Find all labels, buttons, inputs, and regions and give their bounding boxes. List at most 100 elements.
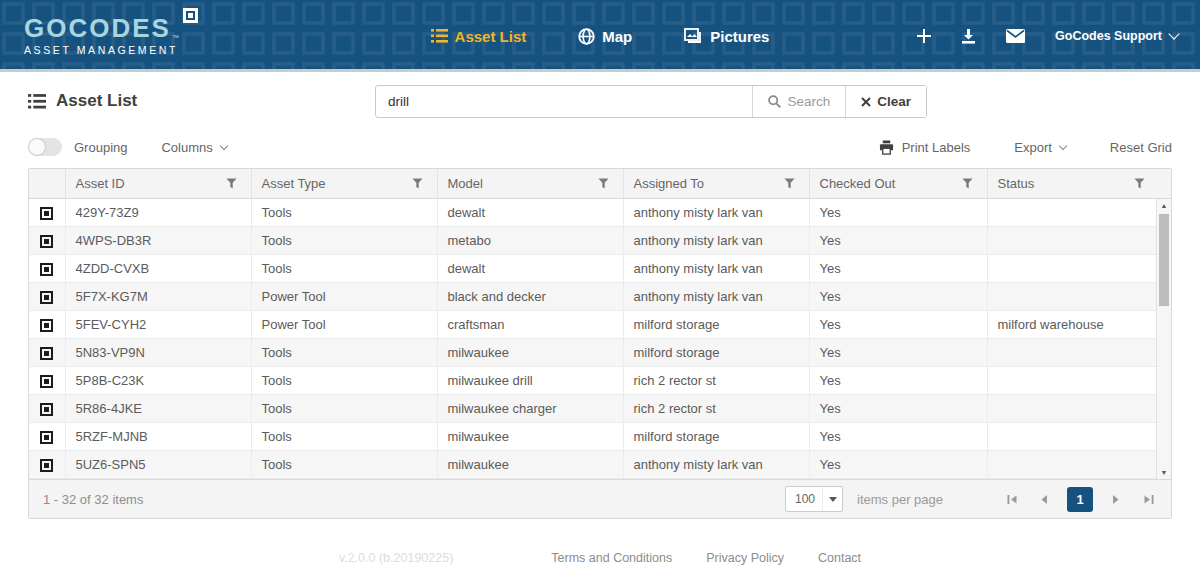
app-header: GOCODES ™ ASSET MANAGEMENT Asset List bbox=[0, 0, 1200, 72]
nav-label: Map bbox=[602, 28, 632, 45]
cell-asset-type: Tools bbox=[251, 451, 437, 479]
privacy-link[interactable]: Privacy Policy bbox=[706, 551, 784, 565]
qr-code-icon[interactable] bbox=[40, 263, 53, 276]
page-size-dropdown[interactable]: 100 bbox=[785, 486, 843, 512]
qr-code-icon[interactable] bbox=[40, 403, 53, 416]
header-assigned-to[interactable]: Assigned To bbox=[623, 169, 809, 198]
search-button-label: Search bbox=[787, 94, 830, 109]
filter-icon[interactable] bbox=[962, 178, 977, 189]
qr-code-icon[interactable] bbox=[40, 291, 53, 304]
cell-assigned-to: anthony misty lark van bbox=[623, 199, 809, 227]
first-page-button[interactable] bbox=[1003, 487, 1021, 511]
scroll-up-arrow[interactable]: ▲ bbox=[1157, 199, 1171, 212]
table-row[interactable]: 5P8B-C23KToolsmilwaukee drillrich 2 rect… bbox=[29, 367, 1171, 395]
cell-model: dewalt bbox=[437, 199, 623, 227]
cell-status bbox=[987, 199, 1171, 227]
qr-code-icon[interactable] bbox=[40, 347, 53, 360]
export-dropdown[interactable]: Export bbox=[1014, 140, 1066, 155]
chevron-down-icon bbox=[1168, 28, 1179, 39]
scroll-down-arrow[interactable]: ▼ bbox=[1157, 466, 1171, 479]
qr-code-icon[interactable] bbox=[40, 431, 53, 444]
table-row[interactable]: 5R86-4JKEToolsmilwaukee chargerrich 2 re… bbox=[29, 395, 1171, 423]
header-model[interactable]: Model bbox=[437, 169, 623, 198]
table-row[interactable]: 4ZDD-CVXBToolsdewaltanthony misty lark v… bbox=[29, 255, 1171, 283]
table-row[interactable]: 429Y-73Z9Toolsdewaltanthony misty lark v… bbox=[29, 199, 1171, 227]
cell-model: milwaukee bbox=[437, 451, 623, 479]
filter-icon[interactable] bbox=[226, 178, 241, 189]
table-row[interactable]: 5UZ6-SPN5Toolsmilwaukeeanthony misty lar… bbox=[29, 451, 1171, 479]
prev-page-button[interactable] bbox=[1035, 487, 1053, 511]
mail-icon[interactable] bbox=[1006, 29, 1025, 43]
cell-assigned-to: anthony misty lark van bbox=[623, 255, 809, 283]
grid-header: Asset ID Asset Type Model Assigned To Ch… bbox=[29, 169, 1171, 199]
qr-cell bbox=[29, 367, 65, 395]
cell-checked-out: Yes bbox=[809, 227, 987, 255]
search-button[interactable]: Search bbox=[752, 86, 845, 117]
filter-icon[interactable] bbox=[784, 178, 799, 189]
nav-asset-list[interactable]: Asset List bbox=[431, 28, 527, 45]
cell-asset-id: 5UZ6-SPN5 bbox=[65, 451, 251, 479]
qr-code-icon[interactable] bbox=[40, 235, 53, 248]
columns-dropdown[interactable]: Columns bbox=[161, 140, 226, 155]
version-label: v.2.0.0 (b.20190225) bbox=[339, 551, 453, 565]
filter-icon[interactable] bbox=[598, 178, 613, 189]
cell-assigned-to: milford storage bbox=[623, 423, 809, 451]
cell-model: craftsman bbox=[437, 311, 623, 339]
account-menu[interactable]: GoCodes Support bbox=[1055, 29, 1178, 43]
search-bar: Search Clear bbox=[375, 85, 927, 118]
header-status[interactable]: Status bbox=[987, 169, 1171, 198]
qr-cell bbox=[29, 423, 65, 451]
search-icon bbox=[768, 95, 781, 108]
cell-checked-out: Yes bbox=[809, 339, 987, 367]
table-row[interactable]: 5RZF-MJNBToolsmilwaukeemilford storageYe… bbox=[29, 423, 1171, 451]
cell-asset-type: Tools bbox=[251, 227, 437, 255]
header-asset-type[interactable]: Asset Type bbox=[251, 169, 437, 198]
cell-asset-type: Power Tool bbox=[251, 311, 437, 339]
scrollbar-thumb[interactable] bbox=[1159, 214, 1169, 306]
filter-icon[interactable] bbox=[412, 178, 427, 189]
items-per-page-label: items per page bbox=[857, 492, 943, 507]
table-row[interactable]: 5F7X-KG7MPower Toolblack and deckerantho… bbox=[29, 283, 1171, 311]
columns-label: Columns bbox=[161, 140, 212, 155]
nav-pictures[interactable]: Pictures bbox=[684, 28, 769, 45]
qr-cell bbox=[29, 199, 65, 227]
clear-button[interactable]: Clear bbox=[845, 86, 926, 117]
page-number-button[interactable]: 1 bbox=[1067, 487, 1093, 512]
qr-code-icon[interactable] bbox=[40, 459, 53, 472]
download-icon[interactable] bbox=[961, 29, 976, 44]
page-size-value: 100 bbox=[786, 492, 822, 506]
cell-asset-id: 5FEV-CYH2 bbox=[65, 311, 251, 339]
filter-icon[interactable] bbox=[1134, 178, 1161, 189]
qr-code-icon[interactable] bbox=[40, 319, 53, 332]
caret-down-icon bbox=[822, 487, 842, 511]
list-icon bbox=[28, 94, 46, 109]
header-asset-id[interactable]: Asset ID bbox=[65, 169, 251, 198]
nav-map[interactable]: Map bbox=[578, 28, 632, 45]
pager-summary: 1 - 32 of 32 items bbox=[43, 492, 143, 507]
print-labels-button[interactable]: Print Labels bbox=[879, 140, 971, 155]
add-asset-icon[interactable] bbox=[917, 29, 931, 43]
qr-code-icon[interactable] bbox=[40, 375, 53, 388]
nav-label: Pictures bbox=[710, 28, 769, 45]
reset-grid-button[interactable]: Reset Grid bbox=[1110, 140, 1172, 155]
column-label: Checked Out bbox=[820, 176, 896, 191]
table-row[interactable]: 5N83-VP9NToolsmilwaukeemilford storageYe… bbox=[29, 339, 1171, 367]
cell-assigned-to: rich 2 rector st bbox=[623, 395, 809, 423]
last-page-button[interactable] bbox=[1139, 487, 1157, 511]
qr-cell bbox=[29, 395, 65, 423]
cell-model: milwaukee bbox=[437, 423, 623, 451]
table-row[interactable]: 5FEV-CYH2Power Toolcraftsmanmilford stor… bbox=[29, 311, 1171, 339]
cell-assigned-to: anthony misty lark van bbox=[623, 283, 809, 311]
contact-link[interactable]: Contact bbox=[818, 551, 861, 565]
vertical-scrollbar[interactable]: ▲ ▼ bbox=[1156, 199, 1171, 480]
cell-asset-id: 5N83-VP9N bbox=[65, 339, 251, 367]
search-input[interactable] bbox=[376, 86, 752, 117]
qr-code-icon[interactable] bbox=[40, 207, 53, 220]
grouping-toggle[interactable] bbox=[28, 138, 62, 156]
next-page-button[interactable] bbox=[1107, 487, 1125, 511]
grid-toolbar: Grouping Columns Print Labels Export Res… bbox=[0, 130, 1200, 164]
terms-link[interactable]: Terms and Conditions bbox=[551, 551, 672, 565]
cell-status: milford warehouse bbox=[987, 311, 1171, 339]
header-checked-out[interactable]: Checked Out bbox=[809, 169, 987, 198]
table-row[interactable]: 4WPS-DB3RToolsmetaboanthony misty lark v… bbox=[29, 227, 1171, 255]
